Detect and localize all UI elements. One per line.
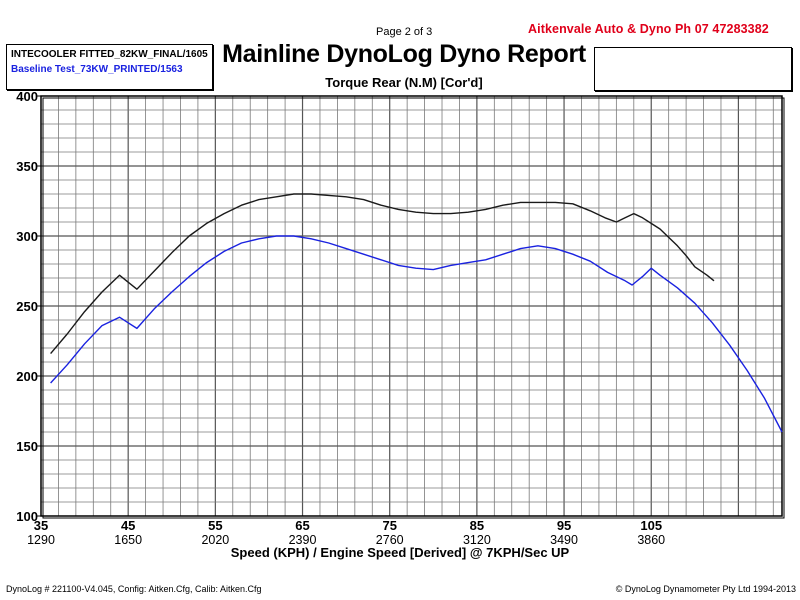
x-tick-label-rpm: 1290 xyxy=(27,533,55,547)
company-name: Aitkenvale Auto & Dyno Ph 07 47283382 xyxy=(528,22,769,36)
x-tick-label-rpm: 1650 xyxy=(114,533,142,547)
y-tick-label: 200 xyxy=(16,369,38,384)
y-tick-label: 400 xyxy=(16,89,38,104)
legend-entry-baseline: Baseline Test_73KW_PRINTED/1563 xyxy=(11,64,183,75)
y-tick-label: 350 xyxy=(16,159,38,174)
series xyxy=(50,193,783,433)
x-tick-label-speed: 65 xyxy=(295,518,309,533)
x-axis-label: Speed (KPH) / Engine Speed [Derived] @ 7… xyxy=(230,545,570,560)
legend: INTECOOLER FITTED_82KW_FINAL/1605 Baseli… xyxy=(6,44,213,90)
x-tick-label-speed: 85 xyxy=(470,518,484,533)
page-number: Page 2 of 3 xyxy=(376,26,433,38)
axes xyxy=(37,95,785,519)
footer-config: DynoLog # 221100-V4.045, Config: Aitken.… xyxy=(6,584,262,594)
x-tick-label-speed: 95 xyxy=(557,518,571,533)
series-line-baseline xyxy=(50,235,783,433)
y-tick-label: 150 xyxy=(16,439,38,454)
y-tick-label: 250 xyxy=(16,299,38,314)
x-tick-label-rpm: 2390 xyxy=(289,533,317,547)
legend-entry-intercooler: INTECOOLER FITTED_82KW_FINAL/1605 xyxy=(11,49,208,60)
report-title: Mainline DynoLog Dyno Report xyxy=(222,40,586,68)
series-line-intercooler xyxy=(50,193,715,355)
grid xyxy=(41,96,782,516)
x-tick-label-speed: 55 xyxy=(208,518,222,533)
plot-frame-shadow xyxy=(42,97,785,519)
x-tick-label-rpm: 3860 xyxy=(637,533,665,547)
x-tick-label-speed: 35 xyxy=(34,518,48,533)
x-tick-label-rpm: 3120 xyxy=(463,533,491,547)
x-tick-label-rpm: 3490 xyxy=(550,533,578,547)
x-tick-label-speed: 75 xyxy=(382,518,396,533)
x-tick-label-rpm: 2760 xyxy=(376,533,404,547)
x-tick-label-speed: 105 xyxy=(640,518,662,533)
y-tick-label: 100 xyxy=(16,509,38,524)
x-tick-label-rpm: 2020 xyxy=(201,533,229,547)
x-tick-label-speed: 45 xyxy=(121,518,135,533)
notes-box xyxy=(594,47,792,91)
chart-subtitle: Torque Rear (N.M) [Cor'd] xyxy=(325,75,483,90)
footer-copyright: © DynoLog Dynamometer Pty Ltd 1994-2013 xyxy=(615,584,796,594)
y-tick-label: 300 xyxy=(16,229,38,244)
